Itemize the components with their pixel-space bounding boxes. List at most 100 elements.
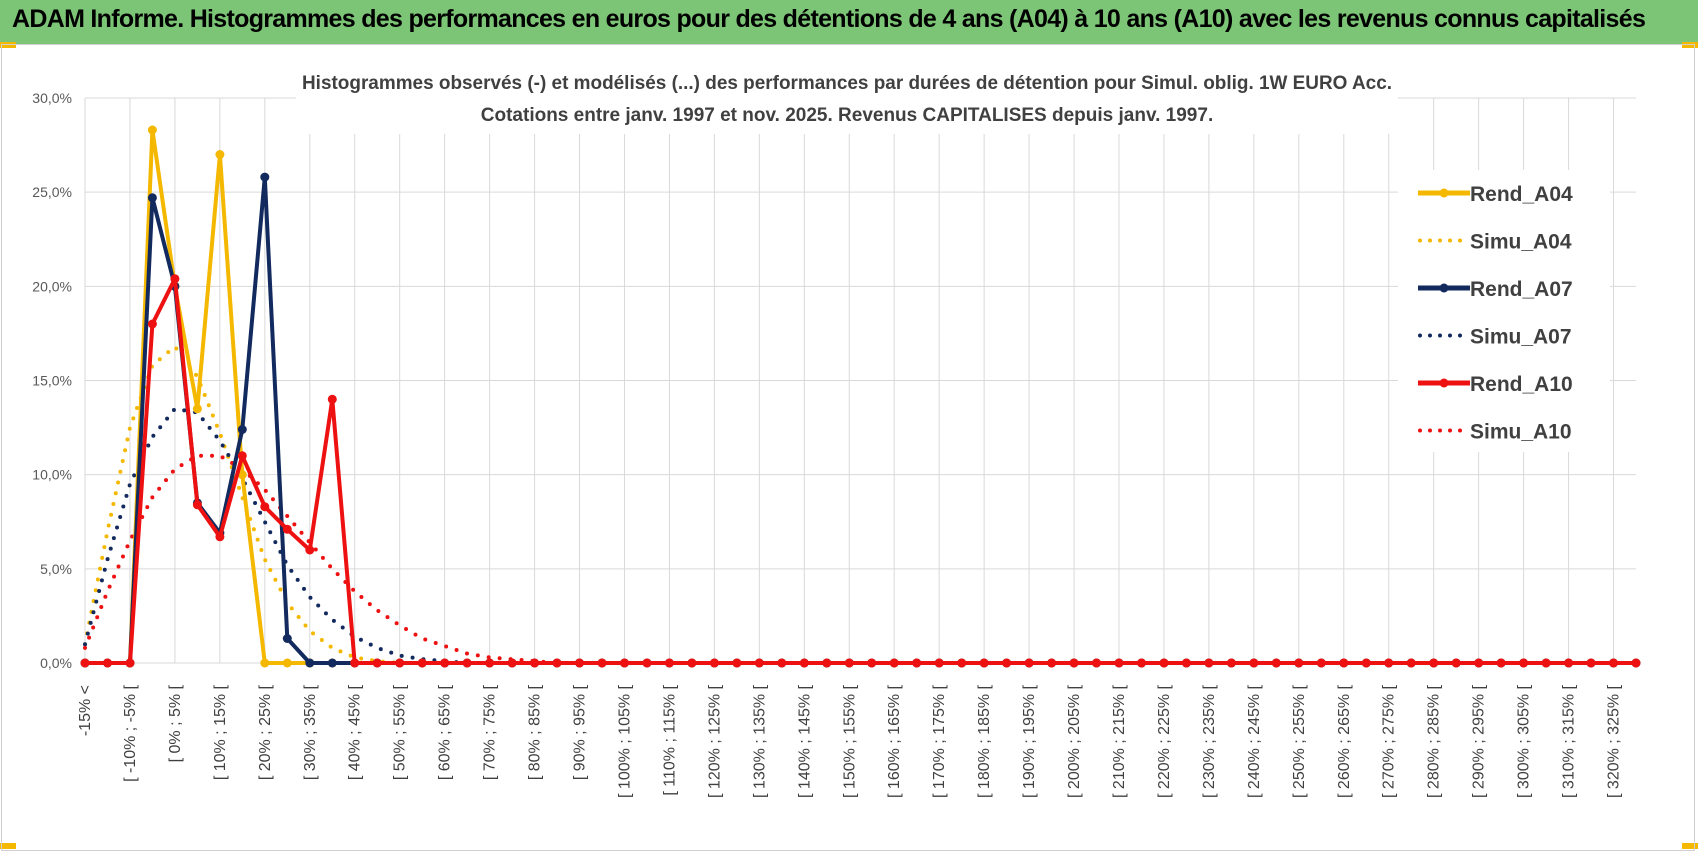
data-point xyxy=(1002,658,1012,668)
data-point xyxy=(1181,658,1191,668)
data-point xyxy=(777,658,787,668)
x-tick-label: [ 190% ; 195% [ xyxy=(1021,684,1038,798)
data-point xyxy=(1249,658,1259,668)
data-point xyxy=(237,470,247,480)
data-point xyxy=(1226,658,1236,668)
legend-marker xyxy=(1439,188,1449,198)
data-point xyxy=(125,658,135,668)
x-tick-label: [ 110% ; 115% [ xyxy=(661,684,678,795)
data-point xyxy=(844,658,854,668)
data-point xyxy=(1159,658,1169,668)
x-tick-label: [ 220% ; 225% [ xyxy=(1156,684,1173,798)
data-point xyxy=(260,502,270,512)
series xyxy=(80,125,1641,668)
data-point xyxy=(1271,658,1281,668)
x-tick-label: [ 100% ; 105% [ xyxy=(616,684,633,798)
x-tick-label: [ 140% ; 145% [ xyxy=(796,684,813,798)
data-point xyxy=(754,658,764,668)
data-point xyxy=(327,658,337,668)
y-tick-label: 15,0% xyxy=(32,373,72,389)
data-point xyxy=(147,319,157,329)
x-tick-label: [ -10% ; -5% [ xyxy=(122,684,139,781)
data-point xyxy=(440,658,450,668)
data-point xyxy=(192,500,202,510)
data-point xyxy=(642,658,652,668)
data-point xyxy=(1451,658,1461,668)
legend-label: Rend_A07 xyxy=(1470,278,1573,301)
x-tick-label: [ 240% ; 245% [ xyxy=(1246,684,1263,798)
x-tick-label: [ 310% ; 315% [ xyxy=(1561,684,1578,798)
y-tick-label: 0,0% xyxy=(40,655,72,671)
legend-label: Rend_A04 xyxy=(1470,183,1573,206)
series-rend-a10 xyxy=(80,274,1641,668)
data-point xyxy=(1137,658,1146,668)
data-point xyxy=(507,658,517,668)
data-point xyxy=(732,658,742,668)
data-point xyxy=(620,658,629,668)
x-tick-label: [ 40% ; 45% [ xyxy=(347,684,364,780)
data-point xyxy=(372,658,382,668)
data-point xyxy=(215,150,225,159)
data-point xyxy=(1564,658,1574,668)
data-point xyxy=(1024,658,1034,668)
legend-label: Simu_A07 xyxy=(1470,326,1572,349)
x-tick-label: [ 230% ; 235% [ xyxy=(1201,684,1218,798)
data-point xyxy=(799,658,809,668)
x-tick-label: [ 150% ; 155% [ xyxy=(841,684,858,798)
x-tick-label: [ 160% ; 165% [ xyxy=(886,684,903,798)
x-tick-label: [ 250% ; 255% [ xyxy=(1291,684,1308,798)
legend-item: Simu_A07 xyxy=(1418,326,1572,349)
x-tick-label: [ 270% ; 275% [ xyxy=(1381,684,1398,798)
data-point xyxy=(1631,658,1641,668)
y-tick-label: 20,0% xyxy=(32,278,72,294)
x-tick-label: [ 80% ; 85% [ xyxy=(527,684,544,780)
x-tick-label: [ 320% ; 325% [ xyxy=(1606,684,1623,798)
data-point xyxy=(957,658,967,668)
data-point xyxy=(282,524,292,534)
legend-item: Rend_A07 xyxy=(1418,278,1573,301)
data-point xyxy=(395,658,405,668)
x-tick-label: [ 30% ; 35% [ xyxy=(302,684,319,780)
report-banner: ADAM Informe. Histogrammes des performan… xyxy=(0,0,1698,45)
data-point xyxy=(327,394,337,404)
data-point xyxy=(462,658,472,668)
y-tick-label: 5,0% xyxy=(40,561,72,577)
data-point xyxy=(1474,658,1484,668)
data-point xyxy=(1541,658,1551,668)
data-point xyxy=(103,658,112,668)
data-point xyxy=(215,532,225,542)
legend-marker xyxy=(1439,283,1449,293)
x-tick-label: [ 120% ; 125% [ xyxy=(706,684,723,798)
x-tick-label: [ 280% ; 285% [ xyxy=(1426,684,1443,798)
data-point xyxy=(575,658,584,668)
series-line xyxy=(83,406,1638,665)
legend-item: Simu_A10 xyxy=(1418,421,1572,444)
data-point xyxy=(687,658,697,668)
data-point xyxy=(597,658,607,668)
data-point xyxy=(1294,658,1304,668)
x-tick-label: [ 50% ; 55% [ xyxy=(392,684,409,780)
data-point xyxy=(282,658,292,668)
data-point xyxy=(305,658,315,668)
data-point xyxy=(485,658,495,668)
legend-item: Rend_A10 xyxy=(1418,373,1573,396)
x-tick-label: [ 170% ; 175% [ xyxy=(931,684,948,798)
x-tick-label: [ 180% ; 185% [ xyxy=(976,684,993,798)
data-point xyxy=(147,193,157,203)
x-tick-label: [ 300% ; 305% [ xyxy=(1516,684,1533,798)
x-tick-label: [ 290% ; 295% [ xyxy=(1471,684,1488,798)
legend-item: Simu_A04 xyxy=(1418,231,1572,254)
x-tick-label: [ 10% ; 15% [ xyxy=(212,684,229,780)
data-point xyxy=(237,425,247,434)
y-axis: 0,0% 5,0% 10,0% 15,0% 20,0% 25,0% 30,0% xyxy=(32,90,72,671)
chart-title-line-1: Histogrammes observés (-) et modélisés (… xyxy=(302,73,1392,94)
title-background xyxy=(296,64,1398,134)
data-point xyxy=(170,274,180,284)
series-simu-a07 xyxy=(83,406,1638,665)
data-point xyxy=(80,658,90,668)
data-point xyxy=(1316,658,1326,668)
legend: Rend_A04 Simu_A04 Rend_A07 Simu_A07 Rend_A10… xyxy=(1418,183,1573,444)
corner-marker xyxy=(0,843,16,849)
x-axis: -15% < [ -10% ; -5% [[ 0% ; 5% [[ 10% ; 1… xyxy=(77,684,1623,798)
